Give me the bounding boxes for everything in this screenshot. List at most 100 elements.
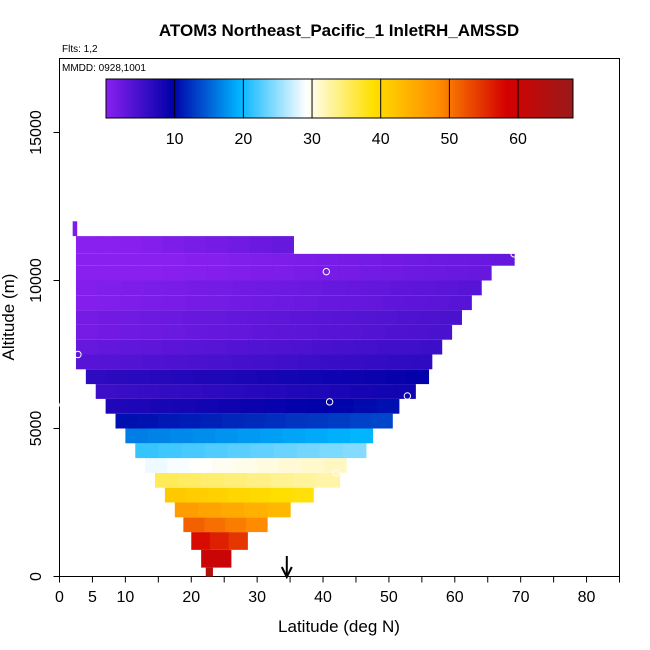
heatmap-cell bbox=[142, 324, 165, 340]
heatmap-bands bbox=[72, 221, 515, 577]
heatmap-cell bbox=[158, 413, 180, 429]
heatmap-cell bbox=[163, 253, 187, 266]
heatmap-cell bbox=[351, 384, 374, 399]
heatmap-cell bbox=[115, 413, 138, 429]
heatmap-cell bbox=[251, 253, 274, 266]
heatmap-cell bbox=[426, 253, 449, 266]
heatmap-cell bbox=[252, 324, 276, 340]
heatmap-cell bbox=[204, 517, 226, 533]
heatmap-cell bbox=[404, 253, 428, 266]
heatmap-cell bbox=[142, 354, 166, 370]
heatmap-cell bbox=[118, 339, 142, 355]
heatmap-cell bbox=[173, 398, 197, 414]
heatmap-cell bbox=[321, 369, 344, 385]
heatmap-cell bbox=[227, 443, 252, 459]
heatmap-cell bbox=[342, 369, 365, 385]
y-axis: 0 5000 10000 15000 bbox=[28, 110, 60, 581]
heatmap-cell bbox=[368, 280, 392, 296]
heatmap-cell bbox=[209, 354, 233, 370]
heatmap-cell bbox=[316, 253, 340, 266]
heatmap-cell bbox=[97, 310, 120, 325]
plot-frame bbox=[59, 58, 620, 577]
heatmap-cell bbox=[272, 265, 296, 281]
x-tick-label: 40 bbox=[314, 589, 332, 606]
colorbar-tick-label: 30 bbox=[303, 131, 321, 148]
heatmap-cell bbox=[299, 369, 322, 385]
heatmap-cell bbox=[209, 532, 230, 550]
heatmap-cell bbox=[75, 339, 99, 355]
heatmap-cell bbox=[383, 295, 406, 311]
x-tick-label: 70 bbox=[512, 589, 530, 606]
heatmap-cell bbox=[270, 472, 294, 488]
heatmap-cell bbox=[248, 339, 271, 355]
heatmap-cell bbox=[276, 354, 299, 370]
heatmap-cell bbox=[253, 354, 277, 370]
heatmap-cell bbox=[381, 265, 405, 281]
heatmap-cell bbox=[119, 265, 143, 281]
heatmap-cell bbox=[244, 384, 267, 399]
y-tick-label: 15000 bbox=[28, 110, 45, 155]
heatmap-cell bbox=[140, 310, 163, 325]
heatmap-cell bbox=[163, 295, 187, 311]
data-marker bbox=[403, 392, 412, 400]
heatmap-cell bbox=[354, 310, 377, 325]
heatmap-cell bbox=[413, 280, 437, 296]
heatmap-cell bbox=[163, 265, 186, 281]
heatmap-cell bbox=[220, 502, 245, 518]
heatmap-cell bbox=[293, 472, 318, 488]
heatmap-cell bbox=[360, 253, 384, 266]
heatmap-cell bbox=[150, 398, 174, 414]
colorbar-tick-label: 60 bbox=[509, 131, 527, 148]
y-tick-label: 10000 bbox=[28, 258, 45, 303]
heatmap-cell bbox=[143, 280, 167, 296]
heatmap-cell bbox=[197, 502, 222, 518]
heatmap-cell bbox=[249, 236, 273, 254]
heatmap-cell bbox=[120, 280, 145, 296]
heatmap-cell bbox=[201, 472, 225, 488]
heatmap-cell bbox=[251, 295, 275, 311]
heatmap-cell bbox=[286, 398, 310, 414]
heatmap-cell bbox=[229, 253, 252, 266]
heatmap-cell bbox=[264, 413, 287, 429]
heatmap-cell bbox=[327, 428, 351, 444]
heatmap-cell bbox=[200, 413, 223, 429]
heatmap-cell bbox=[355, 339, 378, 355]
heatmap-cell bbox=[278, 369, 301, 385]
heatmap-cell bbox=[342, 443, 367, 459]
heatmap-cell bbox=[287, 384, 310, 399]
heatmap-cell bbox=[186, 324, 210, 340]
heatmap-cell bbox=[268, 310, 291, 325]
heatmap-cell bbox=[397, 310, 420, 325]
arrow-head bbox=[280, 566, 293, 580]
heatmap-cell bbox=[75, 310, 98, 325]
colorbar-tick-label: 10 bbox=[166, 131, 184, 148]
heatmap-cell bbox=[207, 253, 230, 266]
heatmap-cell bbox=[141, 265, 164, 281]
heatmap-cell bbox=[361, 295, 385, 311]
heatmap-cell bbox=[195, 398, 219, 414]
data-marker bbox=[74, 350, 82, 359]
heatmap-cell bbox=[260, 428, 284, 444]
heatmap-cell bbox=[183, 517, 205, 533]
heatmap-cell bbox=[492, 253, 515, 266]
heatmap-cell bbox=[449, 295, 472, 311]
heatmap-cell bbox=[271, 236, 294, 254]
heatmap-cell bbox=[316, 472, 341, 488]
heatmap-cell bbox=[97, 339, 120, 355]
position-arrow bbox=[280, 556, 293, 580]
heatmap-cell bbox=[147, 428, 171, 444]
heatmap-cell bbox=[247, 310, 270, 325]
heatmap-cell bbox=[294, 265, 317, 281]
data-marker bbox=[510, 250, 518, 258]
heatmap-cell bbox=[291, 487, 314, 503]
x-tick-label: 5 bbox=[88, 589, 97, 606]
heatmap-cell bbox=[364, 369, 387, 385]
heatmap-cell bbox=[150, 369, 173, 385]
heatmap-cell bbox=[221, 413, 244, 429]
heatmap-cell bbox=[323, 458, 347, 473]
heatmap-cell bbox=[246, 517, 268, 533]
heatmap-cell bbox=[469, 265, 492, 281]
heatmap-cell bbox=[105, 398, 129, 414]
date-note: MMDD: 0928,1001 bbox=[62, 63, 146, 74]
x-tick-label: 10 bbox=[116, 589, 134, 606]
